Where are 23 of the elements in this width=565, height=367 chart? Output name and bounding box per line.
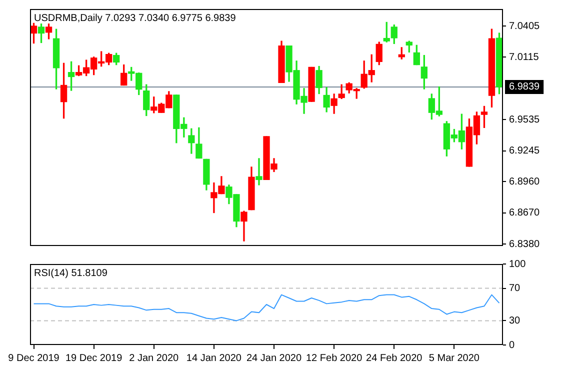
- x-tick-label: 14 Jan 2020: [186, 352, 242, 364]
- y-tick-label: 70: [509, 283, 521, 294]
- y-tick-label: 6.8960: [509, 176, 540, 188]
- candlestick: [256, 158, 262, 186]
- y-tick-label: 7.0115: [509, 52, 540, 63]
- y-tick-label: 6.8380: [509, 238, 540, 250]
- y-tick-label: 7.0405: [509, 20, 540, 32]
- y-tick-label: 6.9245: [509, 146, 540, 157]
- y-tick-label: 0: [509, 340, 515, 351]
- x-tick-label: 12 Feb 2020: [306, 352, 363, 364]
- x-tick-label: 24 Feb 2020: [366, 352, 423, 364]
- y-tick-label: 100: [509, 258, 526, 270]
- chart-title: RSI(14) 51.8109: [34, 268, 108, 279]
- x-tick-label: 9 Dec 2019: [8, 352, 60, 364]
- x-tick-label: 24 Jan 2020: [246, 352, 302, 364]
- x-tick-label: 19 Dec 2019: [65, 352, 123, 364]
- y-tick-label: 6.9535: [509, 114, 540, 126]
- x-tick-label: 5 Mar 2020: [428, 352, 480, 364]
- ref-line-label: 6.9839: [509, 82, 540, 93]
- x-tick-label: 2 Jan 2020: [129, 352, 180, 364]
- y-tick-label: 30: [509, 315, 521, 326]
- y-tick-label: 6.8670: [509, 208, 540, 219]
- chart-title: USDRMB,Daily 7.0293 7.0340 6.9775 6.9839: [34, 12, 236, 24]
